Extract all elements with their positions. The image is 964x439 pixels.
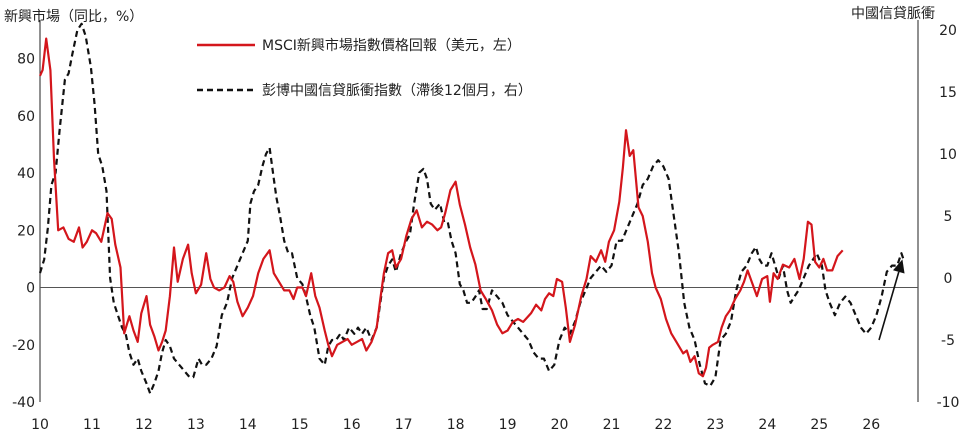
- x-tick-label: 12: [135, 417, 153, 433]
- series-line-msci-em: [38, 37, 844, 378]
- right-tick-label: 20: [939, 23, 957, 39]
- x-tick-label: 11: [83, 417, 101, 433]
- x-tick-label: 23: [706, 417, 724, 433]
- x-tick-label: 16: [343, 417, 361, 433]
- right-tick-label: -5: [941, 333, 955, 349]
- right-axis-ticks: 20 15 10 5 0 -5 -10: [937, 23, 960, 411]
- left-tick-label: 80: [17, 52, 35, 68]
- x-tick-label: 24: [758, 417, 776, 433]
- left-axis-ticks: 80 60 40 20 0 -20 -40: [12, 52, 35, 411]
- x-tick-label: 15: [291, 417, 309, 433]
- x-axis-ticks: 10 11 12 13 14 15 16 17 18 19 20 21 22 23 24 25 26: [31, 417, 880, 433]
- left-tick-label: -40: [12, 395, 35, 411]
- x-tick-label: 17: [395, 417, 413, 433]
- x-tick-label: 14: [239, 417, 257, 433]
- x-tick-label: 26: [862, 417, 880, 433]
- right-tick-label: 0: [944, 271, 953, 287]
- legend: MSCI新興市場指數價格回報（美元，左） 彭博中國信貸脈衝指數（滯後12個月，右…: [197, 37, 532, 99]
- left-tick-label: 60: [17, 109, 35, 125]
- series-line-credit-impulse: [38, 22, 905, 395]
- trend-arrow-shaft: [878, 271, 900, 341]
- right-tick-label: 15: [939, 85, 957, 101]
- x-tick-label: 22: [655, 417, 673, 433]
- trend-arrow-head: [893, 259, 905, 274]
- right-axis-title: 中國信貸脈衝: [851, 6, 935, 22]
- x-tick-label: 25: [810, 417, 828, 433]
- left-tick-label: 0: [26, 281, 35, 297]
- x-tick-label: 18: [447, 417, 465, 433]
- left-axis-title: 新興市場（同比，%）: [4, 8, 143, 25]
- x-tick-label: 20: [551, 417, 569, 433]
- left-tick-label: -20: [12, 338, 35, 354]
- x-tick-label: 10: [31, 417, 49, 433]
- legend-label-msci-em: MSCI新興市場指數價格回報（美元，左）: [262, 37, 521, 54]
- right-tick-label: 10: [939, 147, 957, 163]
- right-tick-label: -10: [937, 395, 960, 411]
- x-tick-label: 19: [499, 417, 517, 433]
- x-tick-label: 21: [603, 417, 621, 433]
- x-tick-label: 13: [187, 417, 205, 433]
- left-tick-label: 20: [17, 223, 35, 239]
- right-tick-label: 5: [944, 209, 953, 225]
- legend-label-credit-impulse: 彭博中國信貸脈衝指數（滯後12個月，右）: [262, 82, 532, 99]
- left-tick-label: 40: [17, 166, 35, 182]
